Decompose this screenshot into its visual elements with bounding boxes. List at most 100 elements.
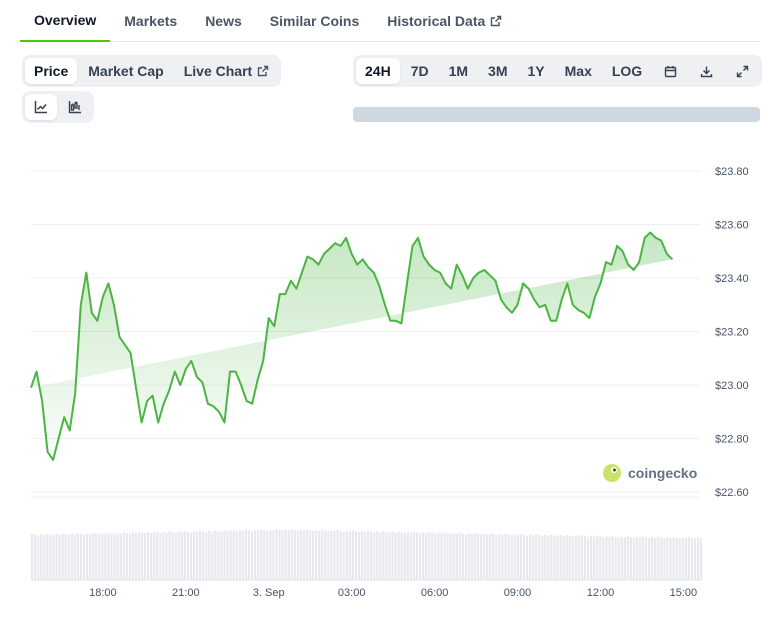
volume-bar [192,531,196,580]
chart-type-toggle: Price Market Cap Live Chart [22,55,282,87]
volume-bar [140,532,144,580]
volume-bar [681,537,684,580]
volume-bar [46,533,49,580]
range-1y-button[interactable]: 1Y [519,58,554,84]
volume-bar [400,532,403,580]
volume-bar [95,533,98,580]
volume-bar [489,533,492,580]
volume-bar [321,529,324,580]
volume-bar [513,534,516,580]
volume-bar [281,530,284,580]
volume-bar [648,538,651,580]
volume-bar [119,533,122,580]
volume-bar [388,532,391,580]
volume-bar [327,531,330,580]
volume-bar [150,532,153,580]
volume-bar [235,531,238,580]
market-cap-tab[interactable]: Market Cap [79,58,172,84]
volume-bar [473,532,477,580]
candlestick-chart-button[interactable] [59,94,91,120]
range-24h-button[interactable]: 24H [356,58,400,84]
volume-bar [617,537,620,580]
volume-bar [367,530,370,580]
volume-bar [605,536,608,580]
date-range-button[interactable] [653,58,687,84]
y-tick-label: $23.00 [715,380,749,392]
price-chart[interactable]: $23.80 $23.60 $23.40 $23.20 $23.00 $22.80 $22.… [0,130,778,625]
volume-bar [382,531,385,580]
price-tab[interactable]: Price [25,58,78,84]
volume-bar [467,533,471,580]
volume-bar [504,533,507,580]
volume-bar [342,531,345,580]
volume-bar [608,536,611,580]
volume-bar [571,536,574,580]
volume-bar [61,533,64,580]
volume-bar [189,532,193,580]
range-3m-button[interactable]: 3M [479,58,516,84]
download-icon [700,66,712,77]
volume-bar [168,531,171,580]
volume-bar [470,534,474,580]
volume-bar [580,535,584,580]
tab-historical-data[interactable]: Historical Data [373,0,516,42]
tab-overview[interactable]: Overview [20,0,111,42]
range-max-button[interactable]: Max [556,58,601,84]
range-1m-button[interactable]: 1M [440,58,477,84]
volume-bar [278,529,281,580]
volume-bar [614,536,617,580]
price-tab-label: Price [34,63,69,79]
volume-bar [409,532,412,580]
volume-bar [635,536,639,580]
volume-bar [651,537,654,580]
volume-bar [425,533,428,580]
volume-bar [232,530,235,580]
external-link-icon [257,65,269,77]
price-line [30,231,674,461]
download-button[interactable] [689,58,723,84]
volume-bar [43,535,46,580]
tab-markets[interactable]: Markets [110,0,191,42]
volume-bar [287,530,290,580]
volume-bar [501,534,504,580]
line-chart-button[interactable] [25,94,57,120]
volume-bar [339,530,342,580]
volume-bar [177,531,180,580]
volume-bar [104,533,107,580]
volume-bar [507,534,510,580]
volume-bar [205,532,208,580]
volume-bar [666,537,669,580]
coingecko-watermark: coingecko [603,464,697,482]
volume-bar [318,530,321,580]
volume-bar [684,538,687,580]
volume-bar [144,533,147,580]
fullscreen-icon [736,65,748,77]
volume-bar [165,532,168,580]
tab-news[interactable]: News [191,0,256,42]
volume-bar [217,531,220,580]
volume-bar [550,534,553,580]
y-tick-label: $22.80 [715,434,749,446]
volume-bar [275,529,278,580]
volume-bar [452,532,455,580]
time-range-toggle: 24H 7D 1M 3M 1Y Max LOG [353,55,763,87]
tab-similar-coins[interactable]: Similar Coins [256,0,373,42]
log-scale-button[interactable]: LOG [603,58,651,84]
live-chart-tab[interactable]: Live Chart [175,58,278,84]
volume-bar [492,534,495,580]
volume-bar [336,530,339,580]
volume-bar [519,533,522,580]
volume-bar [541,535,544,580]
volume-bar [632,537,635,580]
volume-bar [412,531,416,580]
volume-bar [302,530,306,580]
range-7d-button[interactable]: 7D [402,58,438,84]
chart-style-toggle [22,91,94,123]
fullscreen-button[interactable] [725,58,759,84]
volume-bar [131,532,135,580]
volume-bar [312,531,315,580]
volume-bar [305,529,309,580]
range-24h-label: 24H [365,63,391,79]
volume-bar [495,534,498,580]
volume-bar [596,535,599,580]
